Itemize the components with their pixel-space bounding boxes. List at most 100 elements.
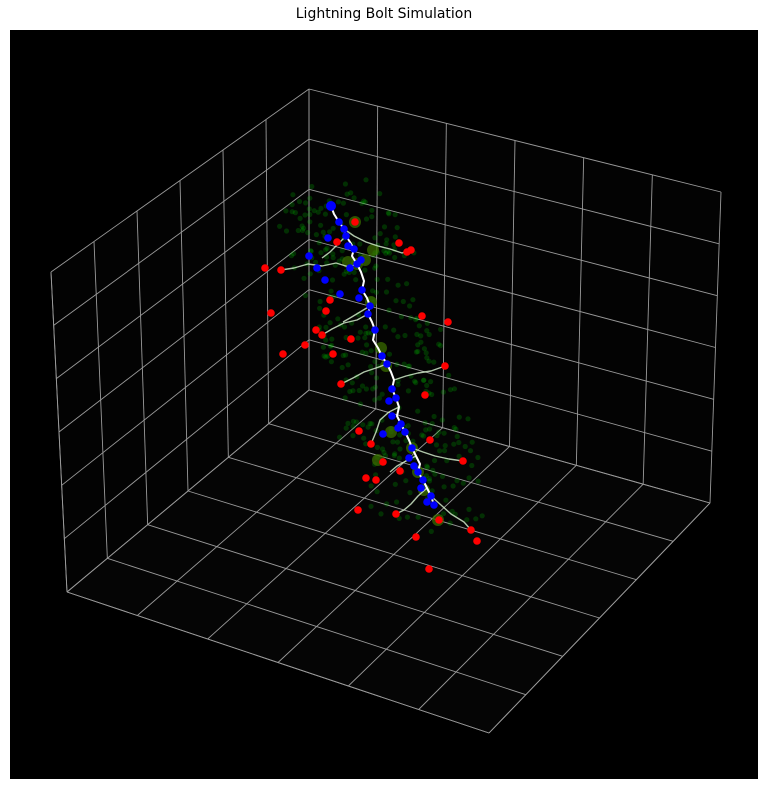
charge-point [428, 528, 434, 535]
charge-point [430, 467, 436, 473]
branch-tip-point [267, 309, 275, 317]
charge-point [299, 227, 306, 233]
charge-point [395, 382, 401, 388]
charge-point [438, 343, 444, 349]
charge-point [427, 426, 433, 432]
branch-tip-point [347, 335, 355, 343]
charge-point [288, 253, 295, 259]
charge-point [396, 455, 402, 461]
bolt-node-point [321, 276, 329, 284]
branch-tip-point [412, 533, 420, 541]
charge-point [350, 423, 356, 429]
charge-point [398, 314, 404, 320]
charge-point [412, 378, 418, 384]
charge-point [429, 488, 435, 494]
chart-svg [50, 88, 722, 734]
charge-point [301, 275, 307, 281]
right-wall-grid-line [308, 138, 720, 245]
charge-point [328, 288, 334, 294]
axis-panes [51, 89, 721, 733]
branch-tip-point [362, 474, 370, 482]
charge-cluster [367, 244, 379, 256]
branch-tip-point [425, 565, 433, 573]
charge-point [460, 480, 466, 486]
charge-point [394, 225, 400, 231]
charge-point [405, 423, 411, 429]
charge-point [372, 384, 378, 390]
charge-point [392, 451, 398, 457]
x-axis-line [66, 591, 490, 734]
left-wall-grid-line [53, 138, 310, 326]
bolt-node-point [423, 498, 431, 506]
floor-pane [67, 390, 710, 733]
charge-point [307, 211, 313, 218]
charge-point [438, 326, 444, 332]
charge-point [394, 361, 400, 367]
charge-point [454, 478, 460, 484]
charge-point [403, 438, 409, 444]
charge-point [386, 351, 393, 357]
charge-point [462, 443, 468, 450]
charge-point [290, 192, 296, 198]
charge-point [418, 339, 424, 345]
branch-line [370, 406, 400, 445]
charge-point [356, 387, 362, 394]
charge-point [364, 342, 370, 348]
charge-point [377, 191, 383, 197]
charge-point [456, 414, 462, 420]
charge-point [376, 395, 382, 401]
charge-point [365, 330, 371, 336]
charge-point [323, 247, 329, 253]
branch-line [393, 365, 446, 381]
charge-point [405, 388, 411, 394]
charge-point [344, 191, 350, 197]
charge-point [351, 269, 357, 275]
charge-point [363, 330, 369, 336]
charge-point [308, 248, 314, 254]
branch-tip-point [372, 476, 380, 484]
charge-point [466, 506, 472, 512]
charge-point [330, 225, 336, 231]
charge-point [475, 454, 481, 461]
charge-point [440, 511, 447, 517]
branch-tip-point [473, 537, 481, 545]
charge-point [382, 324, 388, 330]
charge-point [432, 457, 438, 464]
bolt-node-point [326, 201, 336, 211]
charge-point [421, 346, 427, 352]
charge-point [413, 349, 419, 355]
right-wall-pane [309, 89, 721, 503]
charge-point [345, 362, 351, 368]
charge-point [420, 433, 427, 439]
charge-point [465, 416, 471, 422]
charge-point [381, 224, 388, 230]
charge-point [350, 388, 356, 394]
branch-line [321, 235, 347, 259]
branch-tip-point [367, 440, 375, 448]
bolt-node-point [414, 468, 422, 476]
branch-tip-point [326, 296, 334, 304]
charge-point [363, 386, 369, 392]
charge-point [469, 439, 475, 445]
charge-point [368, 364, 374, 370]
bolt-node-point [417, 484, 425, 492]
charge-point [469, 462, 475, 469]
branch-tip-point [396, 467, 404, 475]
charge-point [374, 444, 380, 450]
charge-point [404, 281, 410, 287]
branch-line [342, 305, 371, 323]
charge-point [289, 209, 295, 215]
charge-point [343, 425, 349, 431]
bolt-node-point [357, 256, 365, 264]
charge-point [323, 354, 329, 360]
charge-point [441, 448, 448, 454]
charge-point [349, 380, 355, 386]
bolt-node-point [364, 310, 372, 318]
charge-point [295, 227, 301, 234]
charge-point [424, 320, 430, 326]
branch-tip-point [329, 350, 337, 358]
charge-point [405, 363, 411, 369]
charge-point [306, 206, 312, 212]
bolt-node-point [410, 462, 418, 470]
charge-point [424, 382, 430, 389]
